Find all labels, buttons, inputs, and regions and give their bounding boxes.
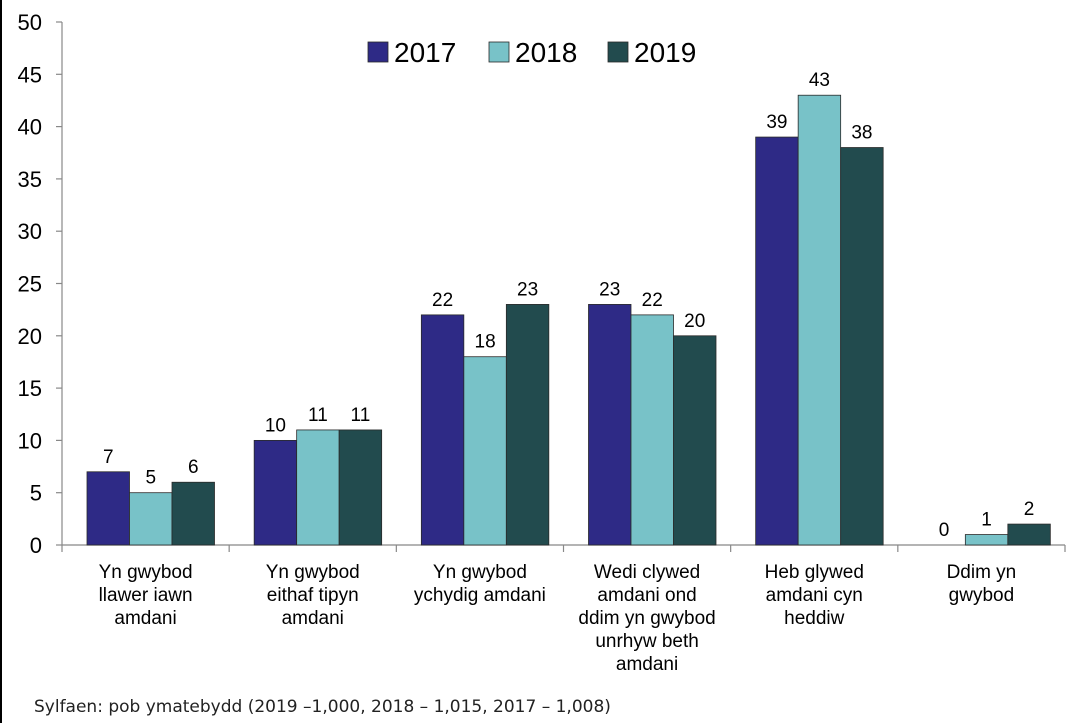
bar-2019-1 [171,481,215,546]
bar-2019-3 [505,304,550,546]
x-axis [61,544,1066,552]
y-tick-label: 15 [18,376,42,401]
category-label-3: Yn gwybod ychydig amdani [414,562,546,606]
legend-label-2017: 2017 [394,37,456,68]
y-tick-label: 35 [18,167,42,192]
bar-2017-1 [86,471,130,546]
data-label-2018-3: 18 [475,332,496,353]
y-tick-label: 5 [30,481,42,506]
data-label-2017-3: 22 [432,290,453,311]
bar-2018-6 [964,534,1009,546]
data-label-2017-4: 23 [599,279,620,300]
bar-2019-6 [1007,523,1051,546]
y-tick-label: 30 [18,219,42,244]
bar-2017-4 [588,304,632,546]
bar-2019-2 [338,429,383,546]
data-label-2019-1: 6 [188,457,199,478]
data-label-2018-5: 43 [809,70,830,91]
legend-label-2019: 2019 [634,37,696,68]
y-tick-label: 20 [18,324,42,349]
y-tick-label: 40 [18,115,42,140]
bar-2018-1 [129,492,173,546]
bar-2017-2 [253,439,298,546]
data-label-2018-4: 22 [642,290,663,311]
data-label-2017-1: 7 [103,447,114,468]
bars [86,94,1051,546]
category-label-6: Ddim yn gwybod [947,562,1017,606]
footnote: Sylfaen: pob ymatebydd (2019 –1,000, 201… [34,697,611,717]
bar-2018-5 [797,94,842,546]
y-tick-label: 0 [30,533,42,558]
category-label-5: Heb glywed amdani cyn heddiw [765,562,864,629]
bar-2019-4 [673,335,717,546]
y-axis: 0 5 10 15 20 25 30 35 40 45 50 [18,10,63,558]
data-label-2017-6: 0 [939,520,950,541]
legend: 2017 2018 2019 [367,37,696,68]
legend-swatch-2019 [607,41,629,63]
category-label-2: Yn gwybod eithaf tipyn amdani [266,562,360,629]
bar-2017-3 [420,314,465,546]
data-label-2019-2: 11 [351,405,371,426]
data-label-2017-2: 10 [265,415,286,436]
y-tick-label: 25 [18,272,42,297]
bar-2018-2 [296,429,340,546]
y-tick-label: 45 [18,62,42,87]
data-label-2018-1: 5 [145,468,156,489]
legend-swatch-2018 [488,41,510,63]
data-label-2018-6: 1 [981,510,992,531]
data-label-2019-5: 38 [851,123,872,144]
category-label-1: Yn gwybod llawer iawn amdani [99,562,193,629]
y-tick-label: 50 [18,10,42,35]
bar-2017-5 [755,136,799,546]
data-label-2018-2: 11 [308,405,328,426]
bar-2018-4 [630,314,674,546]
bar-2019-5 [840,147,884,546]
category-label-4: Wedi clywed amdani ond ddim yn gwybod unrhy… [578,562,715,675]
y-tick-label: 10 [18,428,42,453]
legend-swatch-2017 [367,41,389,63]
data-label-2017-5: 39 [766,112,787,133]
data-label-2019-6: 2 [1024,499,1035,520]
left-border [0,0,2,723]
data-label-2019-4: 20 [684,311,705,332]
legend-label-2018: 2018 [515,37,577,68]
bar-2018-3 [463,356,507,546]
data-label-2019-3: 23 [517,279,538,300]
category-labels: Yn gwybod llawer iawn amdani Yn gwybod eitha… [99,562,1017,675]
data-labels: 7 10 22 23 39 0 5 11 18 22 43 1 6 11 23 20 38 2 [103,70,1034,541]
